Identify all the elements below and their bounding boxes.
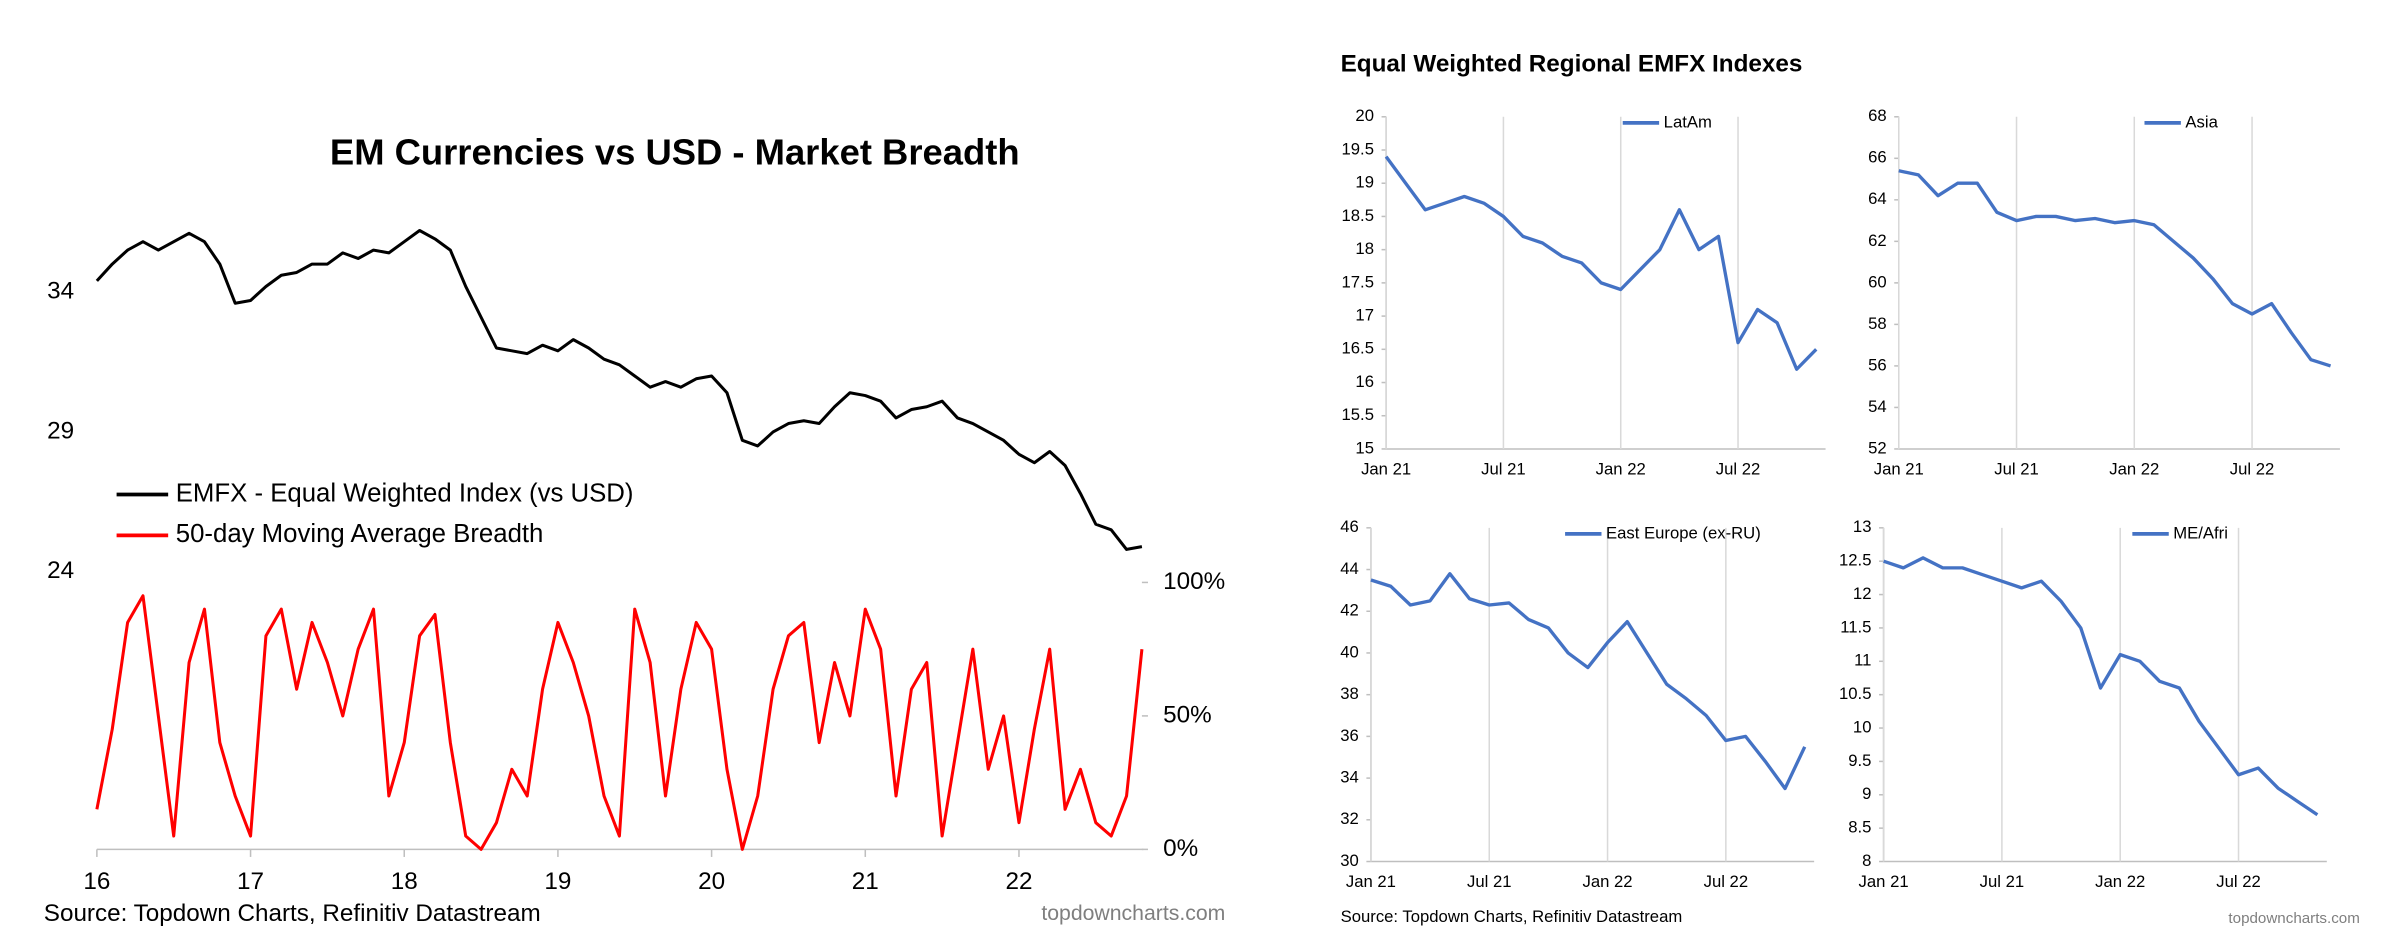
y-tick-label: 56 xyxy=(1868,355,1887,374)
x-tick-label: Jan 22 xyxy=(1596,460,1646,479)
y-tick-label: 32 xyxy=(1340,809,1359,828)
y-tick-label: 13 xyxy=(1853,517,1872,536)
x-tick-label: Jan 21 xyxy=(1859,872,1909,891)
y-tick-label: 64 xyxy=(1868,189,1887,208)
y-tick-label: 52 xyxy=(1868,438,1887,457)
x-tick-label: 18 xyxy=(391,868,418,895)
x-tick-label: Jul 22 xyxy=(2216,872,2261,891)
y-tick-label: 18.5 xyxy=(1342,206,1374,225)
y-tick-label: 8.5 xyxy=(1848,818,1871,837)
series-line xyxy=(95,228,1143,551)
y-tick-label: 15.5 xyxy=(1342,405,1374,424)
y-tick-label: 11 xyxy=(1854,651,1871,670)
x-tick-label: 16 xyxy=(83,868,110,895)
y-tick-label: 9 xyxy=(1862,784,1871,803)
y2-tick-label: 100% xyxy=(1163,568,1225,595)
x-tick-label: Jan 21 xyxy=(1346,872,1396,891)
y-tick-label: 36 xyxy=(1340,726,1359,745)
legend-label: East Europe (ex-RU) xyxy=(1606,523,1761,542)
y-tick-label: 54 xyxy=(1868,397,1887,416)
legend-label: 50-day Moving Average Breadth xyxy=(176,520,544,548)
x-tick-label: Jan 22 xyxy=(2095,872,2145,891)
x-tick-label: 17 xyxy=(237,868,264,895)
y2-tick-label: 0% xyxy=(1163,835,1198,862)
y-tick-label: 19 xyxy=(1355,173,1374,192)
x-tick-label: 19 xyxy=(544,868,571,895)
y-tick-label: 58 xyxy=(1868,314,1887,333)
y-tick-label: 42 xyxy=(1340,601,1359,620)
y-tick-label: 11.5 xyxy=(1840,617,1871,636)
series-line xyxy=(1898,169,2332,368)
panel-title: Equal Weighted Regional EMFX Indexes xyxy=(1341,51,1803,78)
y-tick-label: 30 xyxy=(1340,851,1359,870)
y2-tick-label: 50% xyxy=(1163,701,1212,728)
y-tick-label: 17.5 xyxy=(1342,272,1374,291)
x-tick-label: 22 xyxy=(1005,868,1032,895)
x-tick-label: Jul 21 xyxy=(1980,872,2025,891)
source: Source: Topdown Charts, Refinitiv Datast… xyxy=(1341,907,1683,926)
x-tick-label: Jul 22 xyxy=(1716,460,1761,479)
y-tick-label: 34 xyxy=(1340,767,1359,786)
y-tick-label: 29 xyxy=(47,417,74,444)
y-tick-label: 15 xyxy=(1355,438,1374,457)
y-tick-label: 10.5 xyxy=(1839,684,1871,703)
legend-label: Asia xyxy=(2185,112,2218,131)
y-tick-label: 68 xyxy=(1868,106,1887,125)
x-tick-label: Jan 22 xyxy=(1583,872,1633,891)
watermark: topdowncharts.com xyxy=(2228,910,2359,927)
y-tick-label: 10 xyxy=(1853,717,1872,736)
y-tick-label: 66 xyxy=(1868,148,1887,167)
y-tick-label: 12 xyxy=(1853,584,1872,603)
y-tick-label: 16 xyxy=(1355,372,1374,391)
y-tick-label: 17 xyxy=(1355,305,1374,324)
series-line xyxy=(1384,155,1818,371)
x-tick-label: Jan 21 xyxy=(1874,460,1924,479)
legend-label: EMFX - Equal Weighted Index (vs USD) xyxy=(176,479,634,507)
y-tick-label: 9.5 xyxy=(1848,751,1871,770)
y-tick-label: 19.5 xyxy=(1342,139,1374,158)
background xyxy=(5,0,2385,951)
y-tick-label: 20 xyxy=(1355,106,1374,125)
y-tick-label: 62 xyxy=(1868,231,1887,250)
legend-label: ME/Afri xyxy=(2173,523,2228,542)
y-tick-label: 34 xyxy=(47,277,74,304)
y-tick-label: 24 xyxy=(47,557,74,584)
x-tick-label: Jan 21 xyxy=(1361,460,1411,479)
legend-label: LatAm xyxy=(1664,112,1712,131)
x-tick-label: 20 xyxy=(698,868,725,895)
x-tick-label: Jan 22 xyxy=(2109,460,2159,479)
y-tick-label: 18 xyxy=(1355,239,1374,258)
x-tick-label: Jul 22 xyxy=(2230,460,2275,479)
y-tick-label: 16.5 xyxy=(1342,339,1374,358)
y-tick-label: 46 xyxy=(1340,517,1359,536)
series-line xyxy=(1883,556,2319,817)
y-tick-label: 12.5 xyxy=(1839,551,1871,570)
x-tick-label: 21 xyxy=(852,868,879,895)
x-tick-label: Jul 21 xyxy=(1994,460,2039,479)
x-tick-label: Jul 21 xyxy=(1467,872,1512,891)
y-tick-label: 40 xyxy=(1340,642,1359,661)
x-tick-label: Jul 22 xyxy=(1704,872,1749,891)
source: Source: Topdown Charts, Refinitiv Datast… xyxy=(44,900,541,927)
y-tick-label: 38 xyxy=(1340,684,1359,703)
y-tick-label: 44 xyxy=(1340,559,1359,578)
x-tick-label: Jul 21 xyxy=(1481,460,1526,479)
series-line xyxy=(95,594,1144,851)
y-tick-label: 8 xyxy=(1862,851,1871,870)
series-line xyxy=(1370,572,1807,791)
chart-title: EM Currencies vs USD - Market Breadth xyxy=(330,131,1020,172)
watermark: topdowncharts.com xyxy=(1041,902,1225,925)
y-tick-label: 60 xyxy=(1868,272,1887,291)
